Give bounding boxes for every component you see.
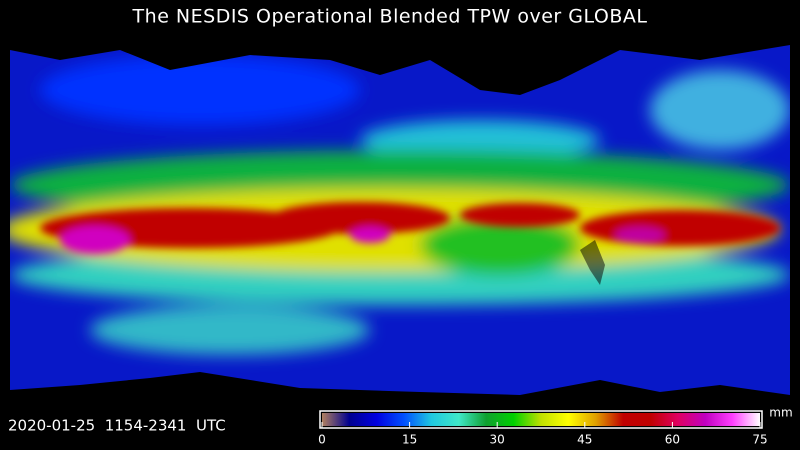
colorbar-tick-label: 0	[318, 433, 326, 447]
colorbar-ramp	[322, 413, 760, 426]
colorbar-tick-label: 15	[402, 433, 417, 447]
colorbar: mm 0 15 30 45 60 75	[318, 406, 793, 447]
colorbar-tick-label: 30	[490, 433, 505, 447]
colorbar-tick-label: 45	[577, 433, 592, 447]
tpw-map	[10, 35, 790, 405]
timestamp: 2020-01-25 1154-2341 UTC	[8, 417, 226, 435]
colorbar-tick-label: 75	[752, 433, 767, 447]
colorbar-unit: mm	[769, 406, 792, 420]
map-title: The NESDIS Operational Blended TPW over …	[132, 6, 648, 28]
colorbar-tick-label: 60	[665, 433, 680, 447]
colorbar-frame	[319, 410, 763, 429]
